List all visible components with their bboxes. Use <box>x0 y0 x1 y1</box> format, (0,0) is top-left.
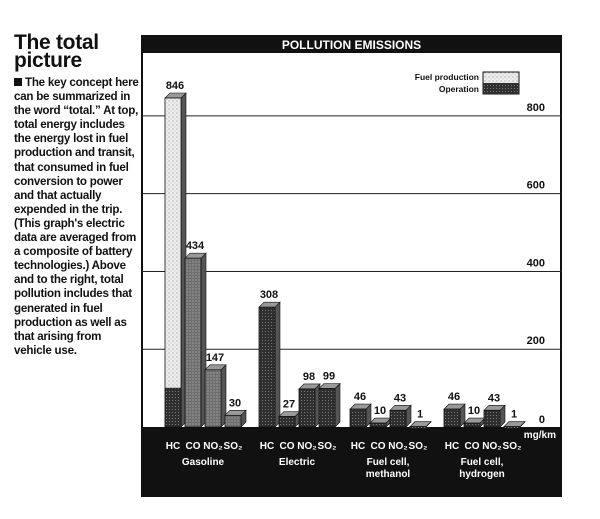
bar-value-label: 10 <box>468 405 480 417</box>
y-tick-label: 600 <box>527 180 545 192</box>
bar <box>483 409 501 428</box>
bar <box>278 416 296 428</box>
bar-value-label: 147 <box>206 352 224 364</box>
bar <box>349 408 367 428</box>
bar-operation-segment <box>164 387 182 428</box>
bar <box>443 408 461 428</box>
caption-title: The total picture <box>14 31 99 72</box>
chart-title-bar <box>142 36 561 53</box>
legend-swatch-operation <box>483 83 519 94</box>
category-tick-label: SO₂ <box>503 441 522 452</box>
group-label: Fuel cell, <box>461 457 504 468</box>
group-label: Electric <box>279 457 316 468</box>
bar <box>409 426 427 430</box>
bar-value-label: 10 <box>374 405 386 417</box>
category-band <box>142 427 561 496</box>
caption-body: The key concept here can be summarized i… <box>14 76 139 357</box>
bar-value-label: 846 <box>166 80 184 92</box>
bar <box>204 369 222 428</box>
bar-value-label: 1 <box>511 409 517 421</box>
category-tick-label: NO₂ <box>297 441 316 452</box>
bar-value-label: 30 <box>229 397 241 409</box>
y-tick-label: 0 <box>539 414 545 426</box>
bar-value-label: 434 <box>186 240 205 252</box>
bar-value-label: 1 <box>417 409 423 421</box>
category-tick-label: HC <box>445 441 459 452</box>
bar-value-label: 27 <box>283 399 295 411</box>
bar <box>503 426 521 430</box>
bar-side <box>334 382 341 428</box>
bar <box>258 306 276 428</box>
y-tick-label: 200 <box>527 335 545 347</box>
group-label: hydrogen <box>459 469 505 480</box>
caption-body-block: The key concept here can be summarized i… <box>14 76 140 358</box>
bar <box>318 388 336 428</box>
bar <box>298 388 316 428</box>
bar-value-label: 43 <box>394 392 406 404</box>
category-tick-label: SO₂ <box>409 441 428 452</box>
chart-title: POLLUTION EMISSIONS <box>282 38 421 52</box>
category-tick-label: HC <box>260 441 274 452</box>
category-tick-label: NO₂ <box>388 441 407 452</box>
bar <box>164 97 182 428</box>
bar-value-label: 98 <box>303 371 315 383</box>
square-bullet-icon <box>14 78 22 86</box>
bar-value-label: 99 <box>323 371 335 383</box>
bar-value-label: 308 <box>260 289 278 301</box>
legend-label: Operation <box>439 84 479 94</box>
bar-value-label: 46 <box>354 391 366 403</box>
bar-value-label: 43 <box>488 392 500 404</box>
category-tick-label: NO₂ <box>482 441 501 452</box>
bar <box>369 422 387 428</box>
category-tick-label: CO <box>186 441 201 452</box>
bar <box>463 422 481 428</box>
bar-value-label: 46 <box>448 391 460 403</box>
group-label: Fuel cell, <box>367 457 410 468</box>
sidebar-caption: The total picture The key concept here c… <box>14 31 140 358</box>
group-label: Gasoline <box>182 457 225 468</box>
bar <box>184 257 202 428</box>
bar <box>224 414 242 428</box>
category-tick-label: HC <box>166 441 180 452</box>
group-label: methanol <box>366 469 411 480</box>
category-tick-label: SO₂ <box>318 441 337 452</box>
category-tick-label: CO <box>465 441 480 452</box>
legend-label: Fuel production <box>415 72 479 82</box>
category-tick-label: CO <box>371 441 386 452</box>
unit-label: mg/km <box>524 430 556 441</box>
category-tick-label: NO₂ <box>203 441 222 452</box>
bar <box>389 409 407 428</box>
category-tick-label: CO <box>280 441 295 452</box>
y-tick-label: 800 <box>527 102 545 114</box>
bar-side <box>274 301 281 428</box>
y-tick-label: 400 <box>527 257 545 269</box>
category-tick-label: HC <box>351 441 365 452</box>
category-tick-label: SO₂ <box>224 441 243 452</box>
